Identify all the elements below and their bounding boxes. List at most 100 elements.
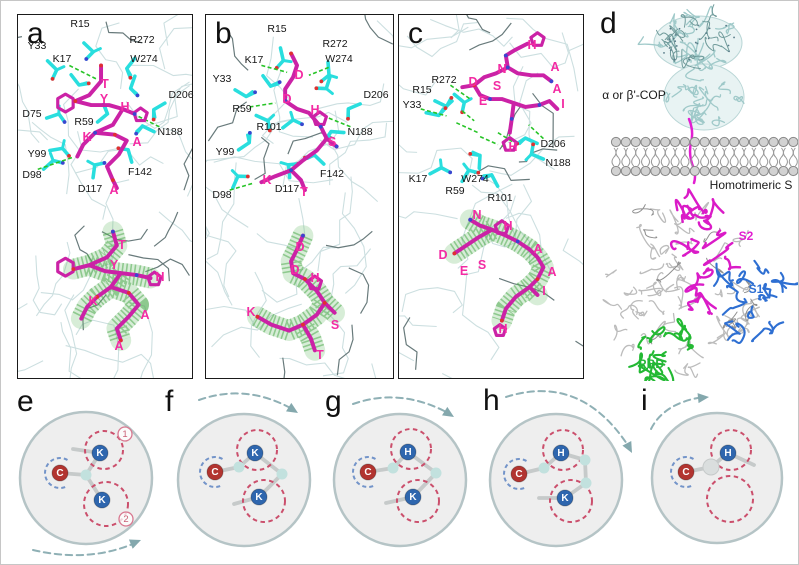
residue-node-letter: K [251,448,259,459]
c-terminus-site-arc [199,456,223,488]
panel-i-letter: i [641,384,648,417]
residue-node-letter: C [211,467,218,478]
peptide-letter-label: A [132,134,142,149]
residue-label: R15 [267,22,287,35]
peptide-letter-label: D [290,262,300,277]
rotation-arrow [650,396,704,430]
residue-label: D206 [363,88,389,101]
residue-node-letter: C [56,468,63,479]
binding-site-circle [710,429,752,471]
residue-label: R59 [445,184,465,197]
residue-label: N188 [157,125,183,138]
panel-d: d α or β'-COP Homotrimeric S S2 S1 RBD [586,3,798,381]
peptide-letter-label: K [246,304,256,319]
peptide-letter-label: K [82,129,92,144]
residue-node-H [552,444,570,462]
panel-c: c R272 R15 Y33 K17 W274 R59 R101 D206 N188 H N A D S A… [398,14,584,379]
rotation-arrowhead [697,393,709,404]
residue-label: Y33 [212,72,232,85]
peptide-letter-label: D [438,247,448,262]
residue-node-letter: K [561,493,569,504]
peptide-letter-label: A [550,59,560,74]
peptide-letter-label: A [114,338,124,353]
residue-label: R272 [322,37,348,50]
residue-label: K17 [52,52,72,65]
residue-label: Y99 [27,147,47,160]
site-number-badge [117,426,133,442]
binding-site-circle [396,479,440,523]
residue-node-letter: K [96,448,104,459]
residue-label: K17 [244,53,264,66]
peptide-letter-label: I [561,96,565,111]
residue-node-letter: K [255,492,263,503]
c-terminus-site-arc [670,456,694,488]
residue-node-C [677,463,695,481]
residue-label: R101 [487,191,513,204]
residue-label: F142 [128,165,152,178]
residue-node-K [404,488,422,506]
site-number-badge [118,511,134,527]
rotation-arrow [198,392,295,411]
peptide-letter-label: K [262,172,272,187]
peptide-letter-label: T [300,184,308,199]
panel-h-letter: h [483,384,500,417]
panel-b-structure [206,15,393,378]
binding-site-circle [84,430,124,470]
rotation-arrowhead [128,539,141,549]
binding-site-circle [542,429,584,471]
residue-node-K [250,488,268,506]
residue-node-C [359,463,377,481]
cycle-panel-i: CH [650,393,784,545]
residue-label: R101 [256,120,282,133]
panel-c-structure [399,15,583,378]
residue-node-letter: C [682,467,689,478]
residue-node-K [91,444,109,462]
cycle-panel-g: C H K [332,396,468,548]
peptide-letter-label: S [327,134,337,149]
binding-site-circle [242,479,286,523]
binding-site-circle [390,428,432,470]
residue-label: F142 [320,167,344,180]
peptide-letter-label: S [492,78,502,93]
residue-label: N188 [347,125,373,138]
peptide-letter-label: H [498,321,508,336]
residue-label: W274 [461,172,489,185]
residue-node-C [206,463,224,481]
panel-d-annotation: α or β'-COP [602,88,666,102]
peptide-letter-label: H [120,99,130,114]
residue-node-C [51,464,69,482]
peptide-letter-label: H [155,269,165,284]
residue-node-letter: K [409,492,417,503]
residue-node-K [93,491,111,509]
peptide-letter-label: K [88,293,98,308]
residue-node-letter: K [98,495,106,506]
peptide-letter-label: N [472,207,482,222]
peptide-letter-label: T [118,237,126,252]
panel-a-letter: a [27,17,44,50]
c-terminus-site-arc [503,458,527,490]
panel-g-letter: g [325,385,342,418]
residue-label: D75 [22,107,42,120]
residue-label: D98 [212,188,232,201]
residue-label: R59 [74,115,94,128]
residue-node-letter: H [557,448,564,459]
residue-label: R272 [129,33,155,46]
residue-label: R59 [232,102,252,115]
residue-label: Y33 [402,98,422,111]
peptide-letter-label: A [109,182,119,197]
panel-d-annotation: S2 [738,229,754,243]
panel-d-annotation: RBD [638,357,664,371]
peptide-letter-label: D [282,91,292,106]
residue-node-H [719,444,737,462]
binding-site-circle [83,481,129,527]
peptide-letter-label: H [508,139,518,154]
site-number: 2 [123,514,128,525]
c-terminus-site-arc [352,456,376,488]
peptide-letter-label: A [552,81,562,96]
residue-label: D206 [540,137,566,150]
panel-d-letter: d [600,7,617,40]
residue-label: D117 [274,182,300,195]
c-terminus-site-arc [44,457,68,489]
peptide-letter-label: D [294,67,304,82]
